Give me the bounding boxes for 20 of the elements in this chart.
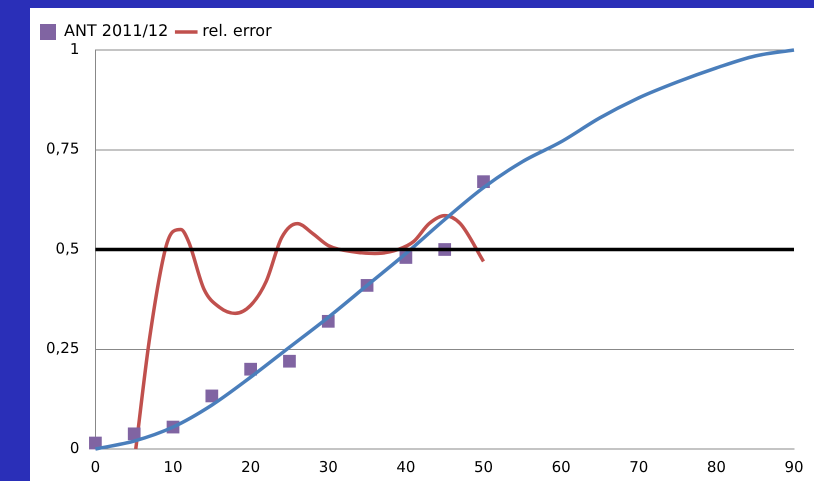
y-tick-label: 0: [70, 438, 80, 457]
x-tick-label: 80: [706, 458, 726, 476]
x-tick-label: 70: [629, 458, 648, 476]
x-tick-label: 40: [396, 458, 416, 476]
y-tick-label: 1: [70, 40, 80, 58]
y-tick-label: 0,75: [46, 140, 80, 158]
line-series: [134, 214, 486, 451]
point: [283, 354, 296, 368]
x-tick-label: 0: [90, 458, 100, 476]
x-tick-label: 30: [318, 458, 338, 476]
legend-label: rel. error: [202, 21, 272, 40]
x-tick-label: 60: [552, 458, 571, 476]
y-tick-label: 0,5: [56, 239, 80, 258]
x-tick-label: 90: [784, 458, 804, 476]
point: [205, 390, 218, 402]
x-tick-label: 20: [241, 458, 260, 476]
legend-label: ANT 2011/12: [64, 21, 168, 40]
y-tick-label: 0,25: [46, 339, 80, 358]
x-tick-label: 10: [163, 458, 183, 476]
x-tick-label: 50: [474, 458, 494, 476]
